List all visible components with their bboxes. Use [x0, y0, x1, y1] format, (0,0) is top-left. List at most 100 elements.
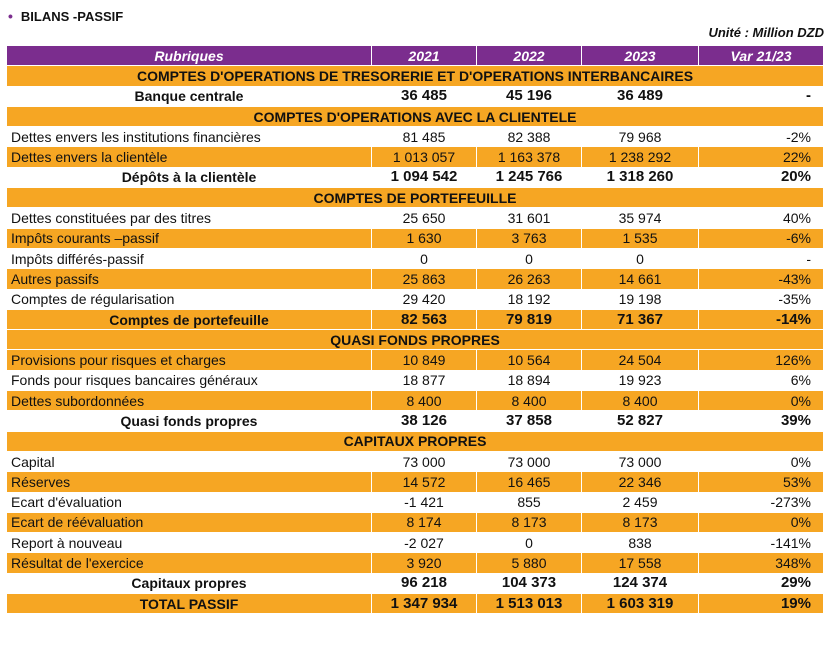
value-2021: 1 013 057 — [371, 146, 477, 168]
section-title: COMPTES D'OPERATIONS AVEC LA CLIENTELE — [6, 105, 824, 128]
value-2023: 1 603 319 — [581, 593, 699, 615]
value-variation: - — [698, 247, 824, 270]
row-label: Dépôts à la clientèle — [6, 166, 372, 189]
value-2023: 8 400 — [581, 390, 699, 412]
value-2021: 10 849 — [371, 349, 477, 371]
value-2023: 35 974 — [581, 207, 699, 229]
value-2021: 18 877 — [371, 369, 477, 392]
value-2022: 18 894 — [476, 369, 582, 392]
value-2021: 36 485 — [371, 85, 477, 107]
row-label: Dettes envers les institutions financièr… — [6, 126, 372, 148]
section-header-row: CAPITAUX PROPRES — [6, 430, 824, 452]
table-row: Réserves 14 572 16 465 22 346 53% — [6, 471, 824, 493]
value-variation: 20% — [698, 166, 824, 189]
value-2021: 1 630 — [371, 227, 477, 249]
value-2023: 1 318 260 — [581, 166, 699, 189]
value-2023: 24 504 — [581, 349, 699, 371]
header-2021: 2021 — [371, 44, 477, 67]
table-row: Dettes envers la clientèle 1 013 057 1 163… — [6, 146, 824, 168]
section-header-row: QUASI FONDS PROPRES — [6, 329, 824, 351]
value-2023: 0 — [581, 247, 699, 270]
value-variation: 0% — [698, 511, 824, 534]
value-2023: 73 000 — [581, 450, 699, 473]
row-label: Autres passifs — [6, 268, 372, 290]
row-label: Ecart de réévaluation — [6, 511, 372, 534]
value-2023: 838 — [581, 532, 699, 554]
value-2022: 855 — [476, 491, 582, 513]
value-2023: 8 173 — [581, 511, 699, 534]
row-label: Dettes constituées par des titres — [6, 207, 372, 229]
grand-total-row: TOTAL PASSIF 1 347 934 1 513 013 1 603 319 1… — [6, 593, 824, 615]
value-2023: 14 661 — [581, 268, 699, 290]
row-label: Ecart d'évaluation — [6, 491, 372, 513]
value-2022: 10 564 — [476, 349, 582, 371]
value-2023: 19 198 — [581, 288, 699, 310]
value-variation: 39% — [698, 410, 824, 432]
page-title: • BILANS -PASSIF — [8, 8, 123, 24]
table-row: Dettes envers les institutions financièr… — [6, 126, 824, 148]
value-2023: 17 558 — [581, 552, 699, 574]
table-row: Ecart d'évaluation -1 421 855 2 459 -273% — [6, 491, 824, 513]
value-2021: 96 218 — [371, 572, 477, 595]
value-variation: 40% — [698, 207, 824, 229]
value-2022: 18 192 — [476, 288, 582, 310]
value-variation: - — [698, 85, 824, 107]
subtotal-row: Banque centrale 36 485 45 196 36 489- — [6, 85, 824, 107]
value-2021: 73 000 — [371, 450, 477, 473]
table-row: Autres passifs 25 863 26 263 14 661 -43% — [6, 268, 824, 290]
value-2023: 79 968 — [581, 126, 699, 148]
value-2022: 26 263 — [476, 268, 582, 290]
unit-label: Unité : Million DZD — [708, 25, 824, 40]
row-label: Impôts courants –passif — [6, 227, 372, 249]
value-variation: 6% — [698, 369, 824, 392]
value-2023: 22 346 — [581, 471, 699, 493]
value-2021: 14 572 — [371, 471, 477, 493]
value-2023: 124 374 — [581, 572, 699, 595]
value-2022: 3 763 — [476, 227, 582, 249]
value-2023: 52 827 — [581, 410, 699, 432]
subtotal-row: Capitaux propres 96 218 104 373 124 374 29% — [6, 572, 824, 595]
value-2021: 8 400 — [371, 390, 477, 412]
table-row: Provisions pour risques et charges 10 849… — [6, 349, 824, 371]
table-row: Capital 73 000 73 000 73 000 0% — [6, 450, 824, 473]
section-title: CAPITAUX PROPRES — [6, 430, 824, 452]
value-2021: 8 174 — [371, 511, 477, 534]
table-header-row: Rubriques 2021 2022 2023 Var 21/23 — [6, 44, 824, 67]
value-2022: 82 388 — [476, 126, 582, 148]
value-2021: 81 485 — [371, 126, 477, 148]
value-2023: 19 923 — [581, 369, 699, 392]
table-row: Report à nouveau -2 027 0 838 -141% — [6, 532, 824, 554]
value-2022: 8 173 — [476, 511, 582, 534]
value-2021: 0 — [371, 247, 477, 270]
row-label: Réserves — [6, 471, 372, 493]
value-2021: 1 347 934 — [371, 593, 477, 615]
value-2022: 31 601 — [476, 207, 582, 229]
value-2021: 82 563 — [371, 308, 477, 331]
value-variation: -43% — [698, 268, 824, 290]
value-variation: -6% — [698, 227, 824, 249]
value-variation: 19% — [698, 593, 824, 615]
section-title: COMPTES D'OPERATIONS DE TRESORERIE ET D'… — [6, 65, 824, 87]
bullet-icon: • — [8, 8, 13, 24]
value-variation: 29% — [698, 572, 824, 595]
subtotal-row: Comptes de portefeuille 82 563 79 819 71 36… — [6, 308, 824, 331]
row-label: Impôts différés-passif — [6, 247, 372, 270]
value-2021: 38 126 — [371, 410, 477, 432]
table-row: Dettes constituées par des titres 25 650 3… — [6, 207, 824, 229]
section-header-row: COMPTES DE PORTEFEUILLE — [6, 187, 824, 209]
table-row: Résultat de l'exercice 3 920 5 880 17 558 34… — [6, 552, 824, 574]
balance-sheet-table: Rubriques 2021 2022 2023 Var 21/23 COMPT… — [6, 44, 824, 615]
row-label: Dettes subordonnées — [6, 390, 372, 412]
table-row: Fonds pour risques bancaires généraux 18 … — [6, 369, 824, 392]
value-2022: 37 858 — [476, 410, 582, 432]
value-variation: -273% — [698, 491, 824, 513]
value-2022: 1 245 766 — [476, 166, 582, 189]
table-row: Ecart de réévaluation 8 174 8 173 8 173 0% — [6, 511, 824, 534]
row-label: TOTAL PASSIF — [6, 593, 372, 615]
value-variation: -2% — [698, 126, 824, 148]
row-label: Report à nouveau — [6, 532, 372, 554]
section-title: COMPTES DE PORTEFEUILLE — [6, 187, 824, 209]
value-2021: 29 420 — [371, 288, 477, 310]
value-2022: 73 000 — [476, 450, 582, 473]
page-title-text: BILANS -PASSIF — [20, 9, 124, 24]
